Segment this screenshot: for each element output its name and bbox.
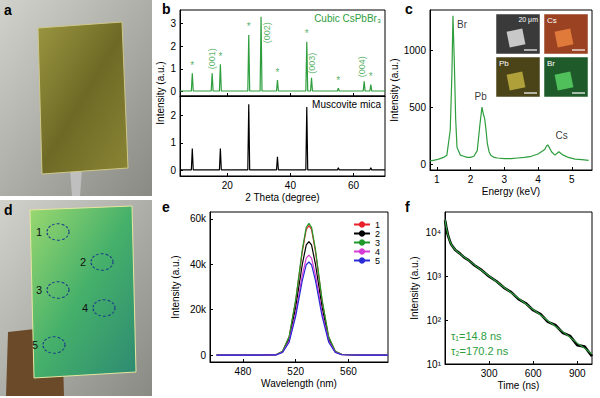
- svg-text:3: 3: [170, 18, 176, 29]
- svg-text:1000: 1000: [404, 45, 427, 56]
- svg-text:520: 520: [287, 366, 304, 377]
- svg-text:2: 2: [375, 228, 380, 239]
- svg-text:e: e: [162, 199, 170, 215]
- svg-text:600: 600: [525, 368, 542, 379]
- svg-text:5: 5: [569, 174, 575, 185]
- svg-text:(001): (001): [207, 48, 217, 69]
- svg-text:3: 3: [36, 284, 42, 296]
- svg-text:*: *: [305, 28, 309, 39]
- svg-text:10¹: 10¹: [427, 359, 442, 370]
- svg-text:10⁴: 10⁴: [426, 227, 441, 238]
- svg-text:(002): (002): [262, 22, 272, 43]
- svg-text:*: *: [247, 21, 251, 32]
- svg-text:(004): (004): [357, 56, 367, 77]
- svg-text:*: *: [369, 71, 373, 82]
- svg-text:560: 560: [340, 366, 357, 377]
- svg-text:5: 5: [32, 339, 38, 351]
- svg-text:1: 1: [36, 226, 42, 238]
- svg-text:Br: Br: [547, 59, 555, 68]
- svg-text:900: 900: [569, 368, 586, 379]
- svg-text:Br: Br: [457, 19, 468, 30]
- svg-text:Intensity (a.u.): Intensity (a.u.): [155, 61, 166, 124]
- svg-text:c: c: [405, 1, 413, 17]
- svg-text:Intensity (a.u.): Intensity (a.u.): [170, 255, 181, 318]
- svg-text:Cs: Cs: [547, 16, 557, 25]
- svg-text:τ₁=14.8 ns: τ₁=14.8 ns: [451, 330, 502, 342]
- svg-text:f: f: [405, 199, 410, 215]
- svg-text:b: b: [162, 1, 171, 17]
- svg-text:0: 0: [170, 165, 176, 176]
- svg-text:300: 300: [481, 368, 498, 379]
- svg-text:Cs: Cs: [556, 130, 568, 141]
- svg-text:Cubic CsPbBr₃: Cubic CsPbBr₃: [314, 13, 381, 24]
- svg-text:0: 0: [420, 159, 426, 170]
- svg-text:Energy (keV): Energy (keV): [482, 186, 540, 197]
- svg-text:500: 500: [409, 102, 426, 113]
- svg-text:0: 0: [200, 350, 206, 361]
- svg-text:d: d: [4, 202, 13, 218]
- svg-text:Muscovite mica: Muscovite mica: [312, 99, 381, 110]
- svg-text:*: *: [336, 75, 340, 86]
- svg-text:Pb: Pb: [475, 91, 488, 102]
- svg-text:Intensity (a.u.): Intensity (a.u.): [409, 256, 420, 319]
- svg-text:*: *: [276, 67, 280, 78]
- svg-text:20: 20: [222, 180, 234, 191]
- svg-text:*: *: [190, 60, 194, 71]
- svg-text:5: 5: [375, 256, 380, 266]
- svg-text:τ₂=170.2 ns: τ₂=170.2 ns: [451, 345, 509, 357]
- svg-text:Pb: Pb: [499, 59, 509, 68]
- svg-text:1: 1: [170, 137, 176, 148]
- svg-text:3: 3: [375, 237, 380, 248]
- svg-text:480: 480: [235, 366, 252, 377]
- svg-text:1: 1: [434, 174, 440, 185]
- svg-text:60: 60: [348, 180, 360, 191]
- svg-text:20 μm: 20 μm: [518, 16, 538, 24]
- svg-text:1: 1: [375, 219, 380, 230]
- svg-text:4: 4: [375, 246, 380, 257]
- svg-text:*: *: [218, 51, 222, 62]
- svg-text:4: 4: [535, 174, 541, 185]
- svg-text:3: 3: [501, 174, 507, 185]
- svg-text:a: a: [4, 2, 12, 18]
- svg-text:Time (ns): Time (ns): [498, 380, 540, 391]
- svg-text:2: 2: [80, 256, 86, 268]
- svg-text:10³: 10³: [427, 271, 442, 282]
- svg-text:(003): (003): [307, 53, 317, 74]
- svg-text:2 Theta (degree): 2 Theta (degree): [245, 192, 319, 203]
- svg-text:2: 2: [468, 174, 474, 185]
- svg-text:40: 40: [285, 180, 297, 191]
- svg-text:Intensity (a.u.): Intensity (a.u.): [389, 58, 400, 121]
- svg-text:60k: 60k: [190, 213, 207, 224]
- svg-text:2: 2: [170, 41, 176, 52]
- svg-text:Wavelength (nm): Wavelength (nm): [261, 378, 337, 389]
- svg-text:40k: 40k: [190, 259, 207, 270]
- svg-text:1: 1: [170, 63, 176, 74]
- svg-text:10²: 10²: [427, 315, 442, 326]
- svg-text:2: 2: [170, 110, 176, 121]
- svg-text:4: 4: [82, 302, 88, 314]
- svg-text:20k: 20k: [190, 304, 207, 315]
- svg-text:0: 0: [170, 86, 176, 97]
